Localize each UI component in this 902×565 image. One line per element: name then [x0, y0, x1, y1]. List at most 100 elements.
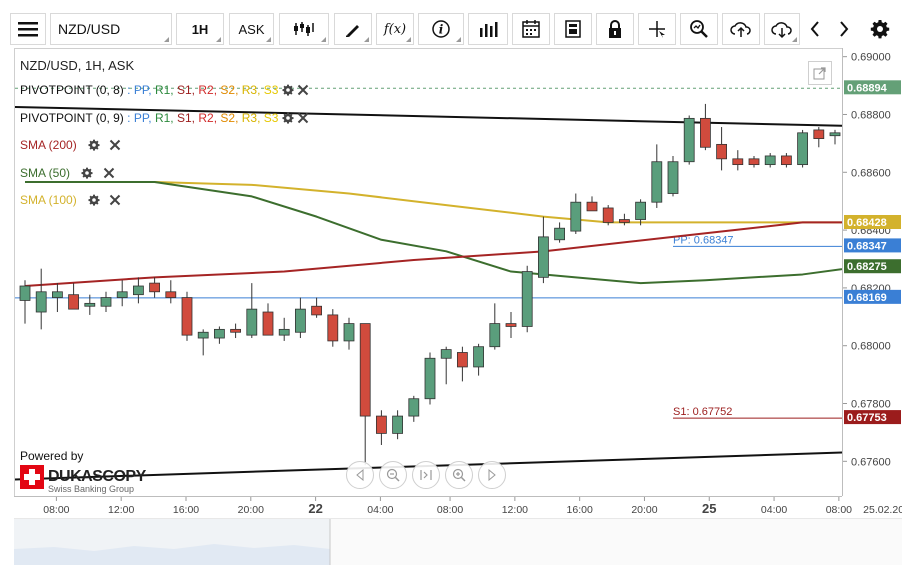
price-badge-label: 0.67753 — [847, 412, 887, 424]
bar-chart-icon — [480, 22, 498, 37]
bearish-candle-body — [230, 328, 242, 333]
calendar-button[interactable] — [512, 13, 550, 45]
dropdown-corner-icon — [406, 37, 411, 42]
indicators-button[interactable] — [279, 13, 329, 45]
close-icon[interactable] — [297, 112, 309, 124]
pivot-pp: PP, — [133, 83, 152, 97]
time-axis-labels: 08:00 12:00 16:00 20:00 22 04:00 08:00 12:00 16:… — [43, 497, 902, 516]
download-icon — [771, 22, 792, 39]
price-badge-label: 0.68428 — [847, 217, 887, 229]
time-tick-label: 12:00 — [108, 504, 134, 516]
candle — [230, 323, 242, 339]
price-tick-label: 0.68800 — [851, 109, 891, 121]
bullish-candle-body — [489, 323, 501, 348]
candle — [133, 277, 144, 304]
close-icon[interactable] — [297, 84, 309, 96]
lock-button[interactable] — [596, 13, 634, 45]
sma50-label: SMA (50) — [20, 166, 71, 180]
sma50-legend[interactable]: SMA (50) — [20, 166, 115, 180]
price-badge-label: 0.68347 — [847, 240, 887, 252]
chart-navigation — [346, 461, 506, 489]
bearish-candle-body — [359, 323, 371, 417]
pivot-pp: PP, — [133, 111, 152, 125]
bearish-candle-body — [700, 117, 711, 148]
chart-toolbar: NZD/USD 1H ASK f(x) i — [0, 0, 902, 46]
pivot-legend-2[interactable]: PIVOTPOINT (0, 9) : PP, R1, S1, R2, S2, … — [20, 111, 309, 125]
info-button[interactable]: i — [418, 13, 464, 45]
pivot-legend-1[interactable]: PIVOTPOINT (0, 8) : PP, R1, S1, R2, S2, … — [20, 83, 309, 97]
fit-button[interactable] — [412, 461, 440, 489]
price-badge — [844, 259, 901, 274]
download-button[interactable] — [764, 13, 800, 45]
bullish-candle-body — [797, 132, 808, 166]
close-icon[interactable] — [109, 194, 121, 206]
scroll-left-button[interactable] — [346, 461, 374, 489]
zoom-out-button[interactable] — [379, 461, 407, 489]
candle — [829, 129, 841, 145]
candle — [683, 115, 695, 165]
overview-navigator[interactable] — [14, 518, 902, 565]
upper-trendline — [15, 105, 842, 127]
draw-button[interactable] — [334, 13, 372, 45]
pivot-r2: R2, — [198, 83, 218, 97]
function-button[interactable]: f(x) — [376, 13, 414, 45]
candle — [732, 150, 744, 171]
zoom-button[interactable] — [680, 13, 718, 45]
candle — [262, 303, 274, 336]
indicators-icon — [294, 22, 314, 36]
chart-type-button[interactable] — [468, 13, 508, 45]
prev-button[interactable] — [800, 13, 830, 45]
sma200-legend[interactable]: SMA (200) — [20, 138, 121, 152]
side-select[interactable]: ASK — [229, 13, 274, 45]
candle — [424, 352, 436, 405]
menu-button[interactable] — [10, 13, 46, 45]
crosshair-button[interactable] — [638, 13, 676, 45]
time-tick-label: 08:00 — [437, 504, 463, 516]
time-axis[interactable]: 08:00 12:00 16:00 20:00 22 04:00 08:00 12:00 16:… — [14, 496, 902, 518]
candle — [667, 155, 679, 197]
candle — [359, 323, 371, 466]
candle — [586, 196, 598, 212]
upload-button[interactable] — [722, 13, 760, 45]
settings-icon — [870, 20, 890, 39]
bearish-candle-body — [505, 323, 517, 327]
price-tick-label: 0.67600 — [851, 456, 891, 468]
time-tick-label: 20:00 — [238, 504, 264, 516]
next-button[interactable] — [830, 13, 858, 45]
bullish-candle-body — [213, 328, 225, 339]
period-select[interactable]: 1H — [176, 13, 224, 45]
settings-button[interactable] — [864, 13, 896, 45]
close-icon[interactable] — [103, 167, 115, 179]
gear-icon[interactable] — [88, 194, 100, 206]
report-button[interactable] — [554, 13, 592, 45]
zoom-in-button[interactable] — [445, 461, 473, 489]
expand-icon — [813, 67, 826, 80]
pivot-name: PIVOTPOINT (0, 8) — [20, 83, 124, 97]
side-value: ASK — [238, 21, 265, 37]
gear-icon[interactable] — [282, 112, 294, 124]
candle — [651, 144, 663, 208]
gear-icon[interactable] — [88, 139, 100, 151]
expand-button[interactable] — [808, 61, 832, 85]
candle — [748, 155, 760, 168]
pivot-r2: R2, — [198, 111, 218, 125]
sma100-legend[interactable]: SMA (100) — [20, 193, 121, 207]
sma200-line — [24, 221, 842, 288]
scroll-right-button[interactable] — [478, 461, 506, 489]
candle — [327, 309, 339, 347]
candle — [149, 277, 161, 298]
price-axis[interactable]: 0.69000 0.68800 0.68600 0.68400 0.68200 0.680… — [842, 48, 902, 496]
gear-icon[interactable] — [81, 167, 93, 179]
candle — [197, 329, 209, 356]
pivot-r1: R1, — [154, 83, 174, 97]
bearish-candle-body — [781, 155, 792, 166]
candle — [311, 297, 323, 318]
instrument-select[interactable]: NZD/USD — [50, 13, 172, 45]
candle — [392, 410, 404, 440]
bearish-candle-body — [602, 207, 614, 223]
close-icon[interactable] — [109, 139, 121, 151]
candle — [538, 216, 549, 284]
gear-icon[interactable] — [282, 84, 294, 96]
bearish-candle-body — [748, 158, 760, 166]
bearish-candle-body — [456, 352, 468, 368]
